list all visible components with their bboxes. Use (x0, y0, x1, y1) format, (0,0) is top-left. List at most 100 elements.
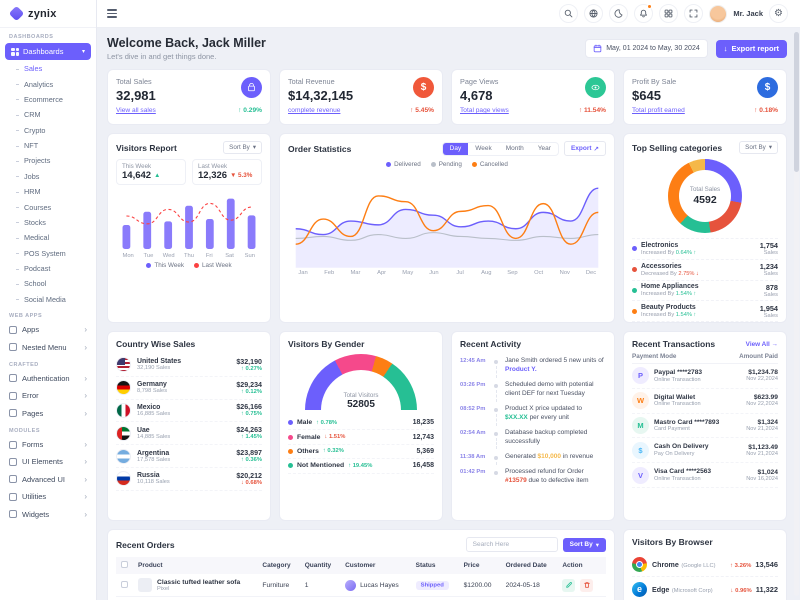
user-name[interactable]: Mr. Jack (733, 9, 763, 18)
search-input[interactable] (465, 537, 558, 552)
category-row[interactable]: Electronics Increased By 0.64% ↑ 1,754 S… (632, 238, 778, 259)
stat-link[interactable]: complete revenue (288, 107, 341, 114)
user-avatar[interactable] (709, 4, 728, 23)
sidebar-subitem[interactable]: CRM (0, 107, 96, 122)
fullscreen-icon[interactable] (684, 4, 704, 23)
column-header[interactable]: Action (557, 557, 606, 574)
apps-grid-icon[interactable] (659, 4, 679, 23)
country-row[interactable]: Russia 10,118 Sales $20,212 ↓ 0.68% (116, 468, 262, 491)
view-all-link[interactable]: View All → (745, 340, 778, 348)
sidebar-item[interactable]: Apps (0, 321, 96, 338)
column-header[interactable]: Product (133, 557, 258, 574)
stat-link[interactable]: Total profit earned (632, 107, 685, 114)
sidebar-item[interactable]: Error (0, 387, 96, 404)
export-button[interactable]: Export ↗ (563, 141, 606, 156)
menu-toggle-icon[interactable] (107, 9, 117, 18)
category-row[interactable]: Accessories Decreased By 2.75% ↓ 1,234 S… (632, 258, 778, 280)
sidebar-item-label: Utilities (22, 492, 47, 502)
column-header[interactable]: Customer (340, 557, 411, 574)
dark-mode-moon-icon[interactable] (609, 4, 629, 23)
sidebar-subitem[interactable]: Crypto (0, 123, 96, 138)
delete-icon[interactable] (580, 578, 594, 592)
category-list: Electronics Increased By 0.64% ↑ 1,754 S… (632, 238, 778, 322)
sort-by-button[interactable]: Sort By ▾ (562, 537, 607, 552)
category-row[interactable]: Beauty Products Increased By 1.54% ↑ 1,9… (632, 300, 778, 321)
sidebar-subitem[interactable]: NFT (0, 138, 96, 153)
sidebar-subitem[interactable]: Stocks (0, 215, 96, 230)
sidebar-item[interactable]: Pages (0, 405, 96, 422)
sidebar-item[interactable]: Authentication (0, 370, 96, 387)
sidebar-item[interactable]: Widgets (0, 505, 96, 522)
browser-row[interactable]: Edge (Microsoft Corp) ↓ 0.96% 11,322 (632, 577, 778, 600)
column-header[interactable]: Price (458, 557, 501, 574)
country-row[interactable]: United States 32,190 Sales $32,190 ↑ 0.2… (116, 354, 262, 377)
transaction-row[interactable]: M Mastro Card ****7893 Card Payment $1,3… (632, 414, 778, 439)
sidebar-subitem[interactable]: Medical (0, 230, 96, 245)
category-row[interactable]: Home Appliances Increased By 1.54% ↑ 878… (632, 279, 778, 301)
browser-row[interactable]: Chrome (Google LLC) ↑ 3.26% 13,546 (632, 552, 778, 577)
date-range-picker[interactable]: May, 01 2024 to May, 30 2024 (585, 39, 708, 58)
axis-label: Jan (298, 270, 308, 276)
table-row[interactable] (116, 596, 606, 600)
sidebar-item[interactable]: Forms (0, 436, 96, 453)
page-scrollbar[interactable] (794, 32, 799, 596)
sidebar-item[interactable]: Utilities (0, 488, 96, 505)
tab-year[interactable]: Year (531, 143, 558, 155)
export-report-button[interactable]: ↓ Export report (715, 39, 787, 58)
activity-time: 03:26 Pm (460, 382, 486, 389)
column-header[interactable]: Ordered Date (500, 557, 558, 574)
visitors-bar-chart (122, 198, 256, 249)
chevron-right-icon (84, 475, 87, 484)
select-all-checkbox[interactable] (121, 561, 128, 568)
country-row[interactable]: Uae 14,885 Sales $24,263 ↑ 1.45% (116, 422, 262, 446)
app-logo[interactable]: zynix (0, 0, 96, 28)
transaction-row[interactable]: W Digital Wallet Online Transaction $623… (632, 389, 778, 414)
sidebar-item-dashboards[interactable]: Dashboards ▾ (5, 43, 91, 60)
activity-text: Generated $10,000 in revenue (505, 452, 594, 460)
notifications-bell-icon[interactable] (634, 4, 654, 23)
sidebar-subitem[interactable]: Sales (0, 61, 96, 76)
tab-week[interactable]: Week (468, 143, 499, 155)
sidebar-item-label: Widgets (22, 509, 50, 519)
row-checkbox[interactable] (121, 580, 128, 588)
sidebar-subitem[interactable]: Jobs (0, 169, 96, 184)
sidebar-subitem[interactable]: Ecommerce (0, 92, 96, 107)
column-header[interactable]: Quantity (299, 557, 341, 574)
sidebar-subitem[interactable]: School (0, 276, 96, 291)
sidebar-subitem[interactable]: Analytics (0, 76, 96, 91)
sidebar-item[interactable]: Advanced UI (0, 471, 96, 488)
stat-link[interactable]: Total page views (460, 107, 509, 114)
category-dot (632, 267, 637, 273)
category-row[interactable]: Furniture Decreased By 0.12% ↓ 456 Sales (632, 321, 778, 322)
sidebar-subitem[interactable]: POS System (0, 246, 96, 261)
transaction-row[interactable]: V Visa Card ****2563 Online Transaction … (632, 463, 778, 488)
topbar: Mr. Jack ⚙ (97, 0, 800, 28)
sidebar-subitem[interactable]: Courses (0, 199, 96, 214)
scrollbar-thumb[interactable] (794, 32, 799, 172)
stat-link[interactable]: View all sales (116, 107, 156, 114)
transaction-row[interactable]: P Paypal ****2783 Online Transaction $1,… (632, 364, 778, 389)
edit-icon[interactable] (562, 578, 576, 592)
sidebar-subitem[interactable]: Projects (0, 153, 96, 168)
chevron-right-icon (84, 325, 87, 334)
sidebar-item[interactable]: Nested Menu (0, 338, 96, 355)
tab-month[interactable]: Month (499, 143, 531, 155)
transaction-row[interactable]: $ Cash On Delivery Pay On Delivery $1,12… (632, 438, 778, 464)
sidebar-subitem[interactable]: HRM (0, 184, 96, 199)
settings-gear-icon[interactable]: ⚙ (769, 4, 788, 23)
country-row[interactable]: Germany 8,798 Sales $29,234 ↑ 0.12% (116, 377, 262, 400)
country-row[interactable]: Argentina 17,578 Sales $23,897 ↑ 0.36% (116, 445, 262, 468)
sort-by-button[interactable]: Sort By ▾ (223, 141, 262, 154)
column-header[interactable]: Category (257, 557, 300, 574)
search-icon[interactable] (559, 4, 579, 23)
tab-day[interactable]: Day (442, 142, 469, 155)
table-row[interactable]: Classic tufted leather sofa Pixel Furnit… (116, 574, 606, 597)
country-row[interactable]: Mexico 16,885 Sales $26,166 ↑ 0.75% (116, 400, 262, 423)
sidebar-item[interactable]: UI Elements (0, 453, 96, 470)
axis-label: Feb (324, 270, 335, 276)
column-header[interactable]: Status (410, 557, 459, 574)
language-icon[interactable] (584, 4, 604, 23)
sort-by-button[interactable]: Sort By ▾ (739, 141, 778, 154)
sidebar-subitem[interactable]: Podcast (0, 261, 96, 276)
sidebar-subitem[interactable]: Social Media (0, 292, 96, 307)
